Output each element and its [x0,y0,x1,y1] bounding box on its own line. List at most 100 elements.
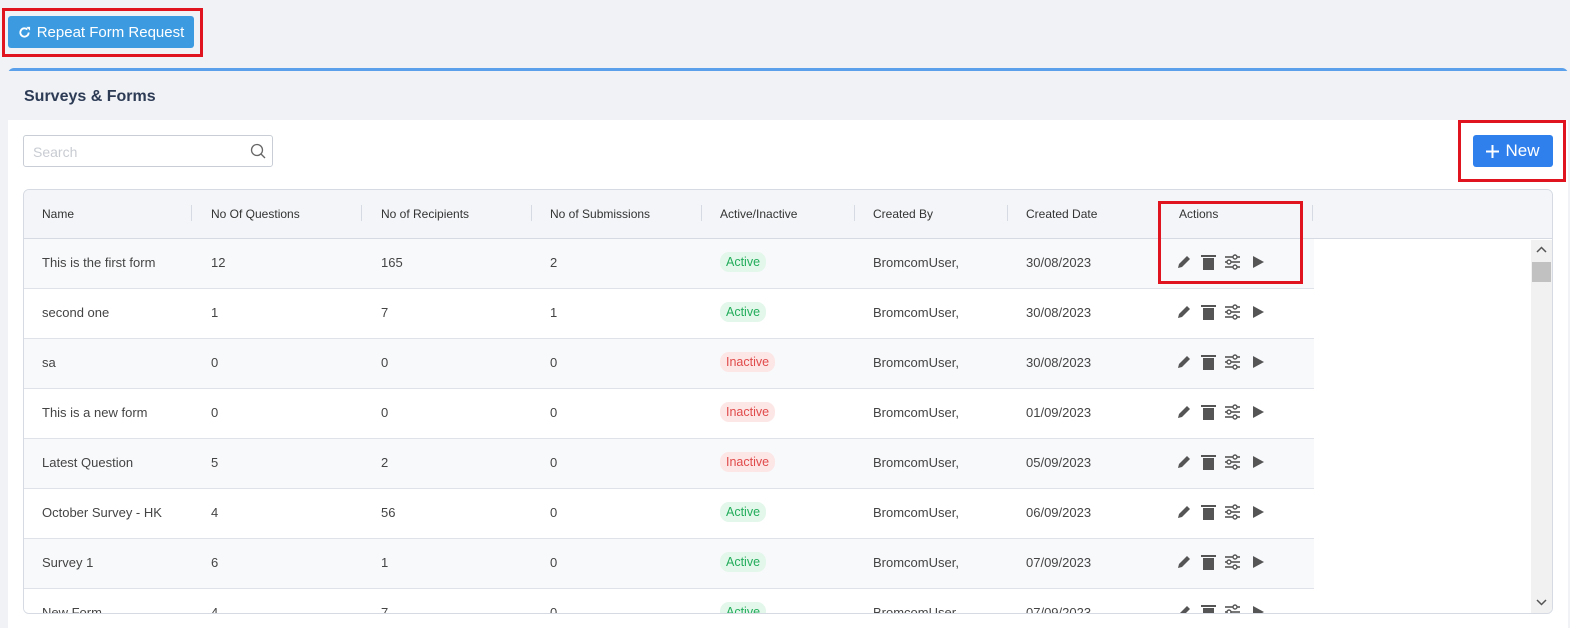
table-cell: 0 [550,455,558,470]
table-row: Latest Question 5 2 0 Inactive BromcomUser, 05… [24,439,1314,489]
actions-cell [1175,553,1275,574]
column-header: No of Recipients [381,207,470,221]
table-cell: 12 [211,255,226,270]
column-header: No of Submissions [550,207,651,221]
highlight [1158,201,1303,284]
table-row: This is the first form 12 165 2 Active Bromco… [24,239,1314,289]
button-label: Repeat Form Request [36,23,185,41]
table-cell: 7 [381,305,389,320]
table-cell: This is the first form [42,255,156,270]
column-header: Actions [1179,207,1219,221]
table-cell: 1 [211,305,219,320]
table-cell: 05/09/2023 [1026,455,1092,470]
column-separator [701,205,702,221]
table-row: This is a new form 0 0 0 Inactive BromcomUser… [24,389,1314,439]
table-cell: New Form [42,605,102,614]
table-cell: 30/08/2023 [1026,355,1092,370]
table-cell: 30/08/2023 [1026,255,1092,270]
actions-cell [1175,403,1275,424]
search-input[interactable]: Search [23,135,273,167]
table-header: Name No Of Questions No of Recipients No of… [24,190,1552,239]
actions-cell [1175,603,1275,614]
table-cell: BromcomUser, [873,255,959,270]
table-cell: 0 [550,405,558,420]
highlight [2,8,203,57]
repeat-button[interactable]: Repeat Form Request [8,16,194,48]
status-badge: Inactive [720,352,776,372]
status-badge: Active [720,552,767,572]
column-header: Active/Inactive [720,207,798,221]
actions-cell [1175,303,1275,324]
table-cell: sa [42,355,56,370]
table-cell: BromcomUser, [873,505,959,520]
scrollbar[interactable] [1531,240,1552,613]
column-header: Created Date [1026,207,1098,221]
column-separator [191,205,192,221]
highlight [1458,120,1566,182]
table-cell: Survey 1 [42,555,94,570]
actions-cell [1175,503,1275,524]
table-cell: BromcomUser, [873,455,959,470]
status-badge: Active [720,602,767,613]
table-cell: Latest Question [42,455,134,470]
table-cell: 06/09/2023 [1026,505,1092,520]
action-icons[interactable] [1175,453,1275,471]
scroll-arrows [1532,246,1551,606]
action-icons[interactable] [1175,253,1275,271]
action-icons[interactable] [1175,403,1275,421]
refresh-icon [19,26,30,38]
actions-cell [1175,453,1275,474]
table-cell: 0 [211,405,219,420]
table-cell: 07/09/2023 [1026,555,1092,570]
actions-cell [1175,253,1275,274]
table-cell: 07/09/2023 [1026,605,1092,614]
table-cell: 4 [211,605,219,614]
table-cell: 5 [211,455,219,470]
new-button[interactable]: New [1473,135,1553,167]
table-cell: 0 [550,505,558,520]
column-header: No Of Questions [211,207,300,221]
button-label: New [1505,141,1540,160]
table-row: second one 1 7 1 Active BromcomUser, 30/08/202… [24,289,1314,339]
table-row: October Survey - HK 4 56 0 Active BromcomUser… [24,489,1314,539]
table-cell: 0 [550,555,558,570]
table-cell: 6 [211,555,219,570]
table-cell: 1 [550,305,558,320]
column-header: Name [42,207,75,221]
status-badge: Active [720,252,767,272]
table-cell: 165 [381,255,403,270]
status-badge: Inactive [720,452,776,472]
table-cell: 1 [381,555,389,570]
table-row: New Form 4 7 0 Active BromcomUser, 07/09/2023 [24,589,1314,614]
column-separator [854,205,855,221]
panel: Surveys & Forms Search New Name No Of Que… [8,68,1568,628]
action-icons[interactable] [1175,603,1275,614]
table-cell: 7 [381,605,389,614]
table-cell: 0 [550,605,558,614]
action-icons[interactable] [1175,353,1275,371]
search-icon [250,143,266,159]
column-separator [1312,205,1313,221]
table-row: sa 0 0 0 Inactive BromcomUser, 30/08/2023 [24,339,1314,389]
action-icons[interactable] [1175,553,1275,571]
table-cell: 0 [211,355,219,370]
actions-cell [1175,353,1275,374]
column-separator [361,205,362,221]
table-cell: BromcomUser, [873,305,959,320]
table-cell: 56 [381,505,396,520]
status-badge: Active [720,302,767,322]
table-cell: 30/08/2023 [1026,305,1092,320]
table-cell: BromcomUser, [873,555,959,570]
status-badge: Inactive [720,402,776,422]
column-header: Created By [873,207,934,221]
table-cell: 01/09/2023 [1026,405,1092,420]
action-icons[interactable] [1175,303,1275,321]
action-icons[interactable] [1175,503,1275,521]
table-cell: 0 [550,355,558,370]
table-cell: 2 [550,255,558,270]
table-cell: This is a new form [42,405,148,420]
column-separator [1007,205,1008,221]
table-cell: BromcomUser, [873,605,959,614]
placeholder: Search [33,144,78,160]
table-cell: BromcomUser, [873,405,959,420]
